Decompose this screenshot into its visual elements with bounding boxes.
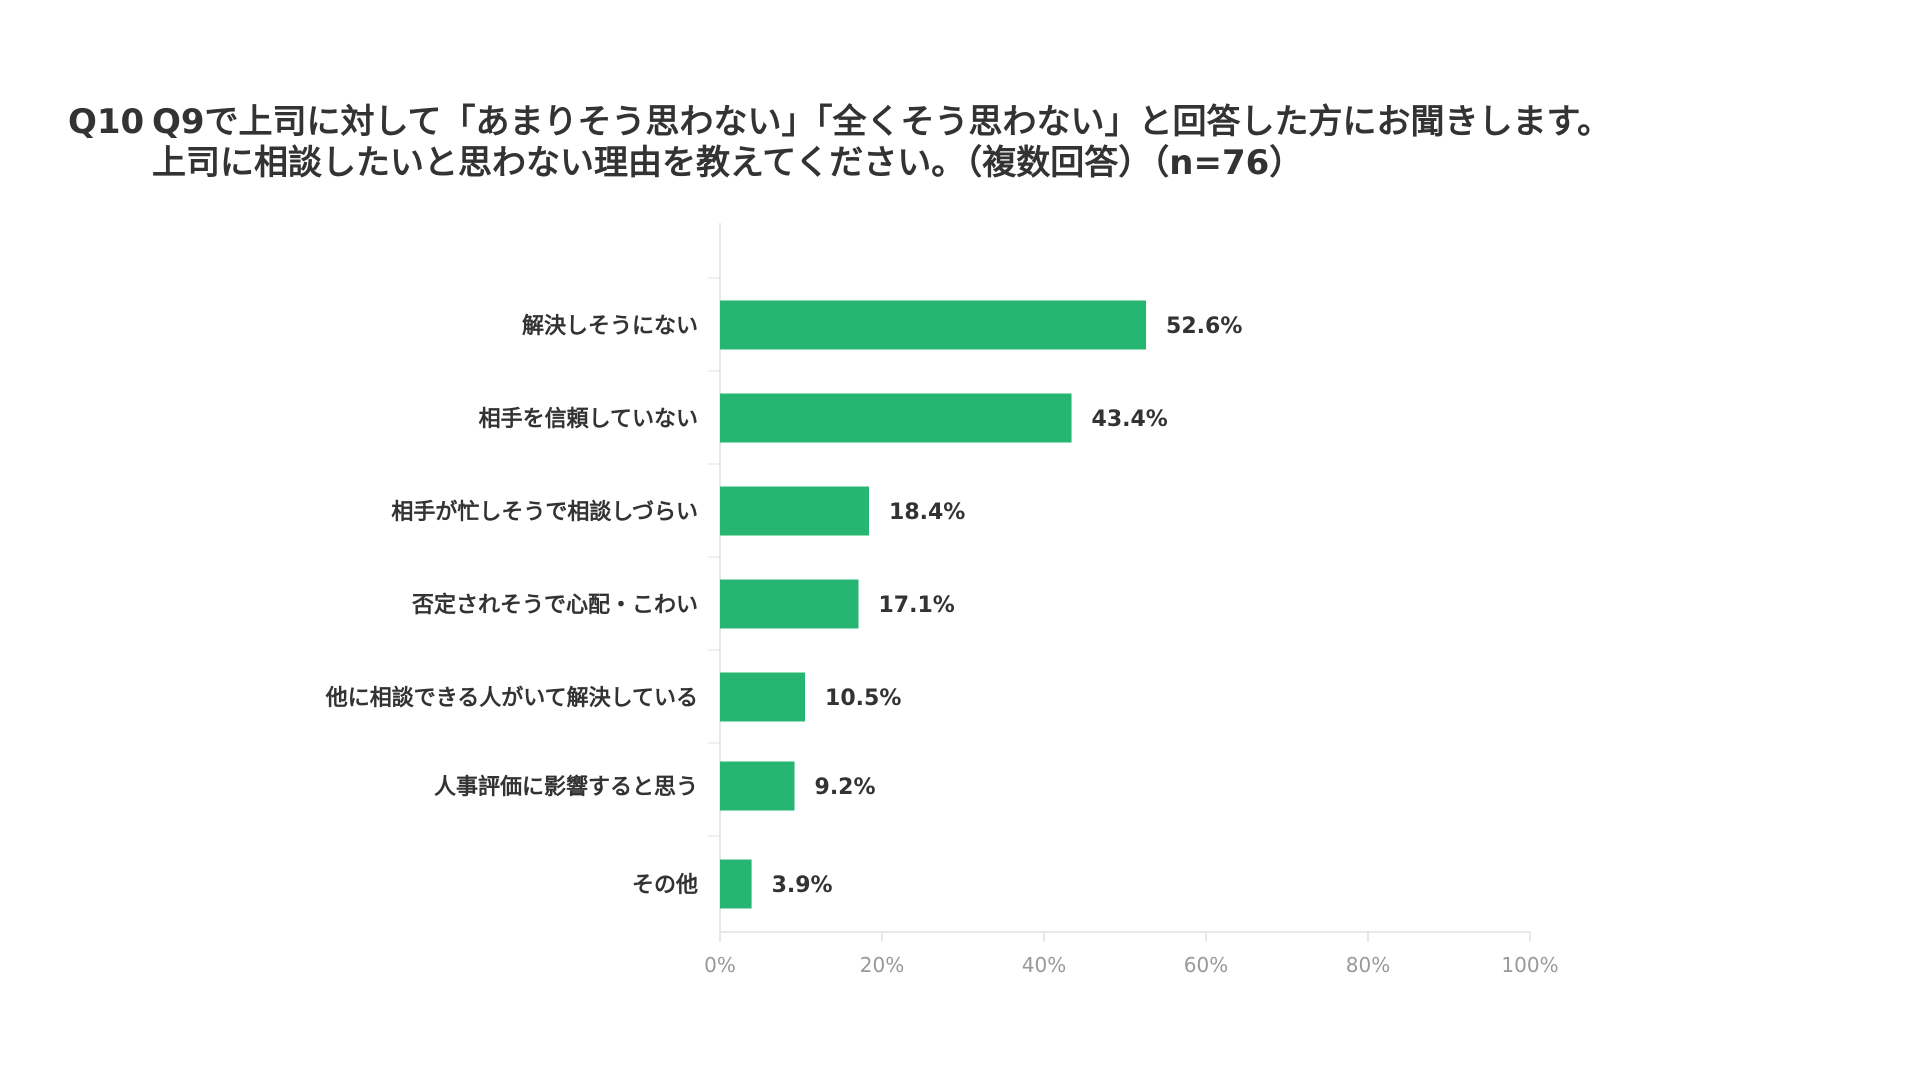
data-label: 3.9% [772,873,833,898]
x-tick-label: 0% [704,953,736,977]
bar [720,300,1147,350]
data-label: 43.4% [1092,407,1168,432]
bar [720,579,859,629]
bar [720,761,795,811]
category-label: 否定されそうで心配・こわい [411,592,698,618]
category-label: その他 [632,873,698,898]
category-label: 解決しそうにない [522,313,698,339]
category-label: 相手を信頼していない [479,406,698,432]
bar [720,393,1072,443]
x-tick-label: 60% [1184,953,1228,977]
data-label: 52.6% [1166,314,1242,339]
bar [720,859,752,909]
category-label: 人事評価に影響すると思う [434,774,698,800]
data-label: 10.5% [825,686,901,711]
x-tick-label: 80% [1346,953,1390,977]
title-line-1: Q9で上司に対して「あまりそう思わない」「全くそう思わない」と回答した方にお聞き… [152,102,1612,142]
category-label: 相手が忙しそうで相談しづらい [391,499,698,525]
data-label: 18.4% [889,500,965,525]
category-label: 他に相談できる人がいて解決している [325,685,698,711]
data-label: 17.1% [879,593,955,618]
bar [720,672,806,722]
x-tick-label: 20% [860,953,904,977]
chart-title: Q10 Q9で上司に対して「あまりそう思わない」「全くそう思わない」と回答した方… [68,102,1611,184]
question-number: Q10 [68,102,145,142]
x-tick-label: 40% [1022,953,1066,977]
x-tick-label: 100% [1501,953,1558,977]
title-line-2: 上司に相談したいと思わない理由を教えてください。（複数回答）（n=76） [152,143,1304,183]
data-label: 9.2% [815,775,876,800]
bar [720,486,870,536]
